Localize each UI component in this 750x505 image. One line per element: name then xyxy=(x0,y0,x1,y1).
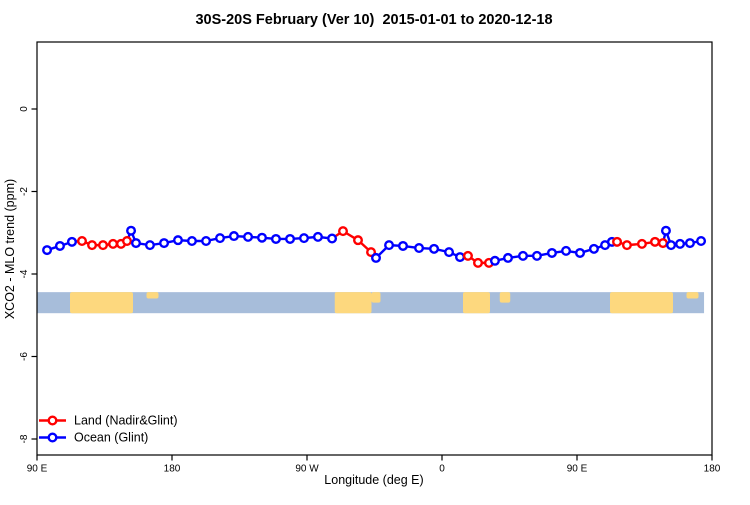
land-data-point xyxy=(636,238,647,249)
ocean-data-point xyxy=(54,240,65,251)
ocean-data-point xyxy=(126,225,137,236)
map-land-south-america xyxy=(334,292,372,314)
ocean-data-point xyxy=(327,233,338,244)
ocean-data-point xyxy=(489,255,500,266)
ocean-data-point xyxy=(546,247,557,258)
x-tick-label: 180 xyxy=(704,464,721,475)
ocean-data-point xyxy=(159,238,170,249)
ocean-data-point xyxy=(299,233,310,244)
ocean-data-point xyxy=(384,240,395,251)
legend-marker xyxy=(47,415,58,426)
ocean-data-point xyxy=(675,238,686,249)
x-axis: 90 E 180 90 W 0 90 E 180 xyxy=(27,455,721,475)
ocean-data-point xyxy=(444,247,455,258)
y-tick-label: -4 xyxy=(19,269,30,278)
ocean-data-point xyxy=(455,252,466,263)
y-axis-label: XCO2 - MLO trend (ppm) xyxy=(3,179,17,319)
ocean-data-point xyxy=(312,231,323,242)
x-tick-label: 0 xyxy=(439,464,445,475)
land-data-point xyxy=(76,235,87,246)
land-data-point xyxy=(353,235,364,246)
ocean-data-point xyxy=(518,250,529,261)
ocean-data-point xyxy=(371,252,382,263)
plot-box xyxy=(36,41,713,456)
ocean-data-point xyxy=(172,235,183,246)
land-data-point xyxy=(338,226,349,237)
ocean-data-point xyxy=(684,238,695,249)
ocean-data-point xyxy=(398,240,409,251)
land-data-point xyxy=(97,240,108,251)
x-tick-label: 90 W xyxy=(295,464,319,475)
y-tick-label: -2 xyxy=(19,187,30,196)
ocean-data-point xyxy=(531,250,542,261)
y-tick-label: 0 xyxy=(19,106,30,112)
y-axis: 0 -2 -4 -6 -8 xyxy=(19,106,37,443)
ocean-data-point xyxy=(414,243,425,254)
chart-title: 30S-20S February (Ver 10) 2015-01-01 to … xyxy=(195,12,552,28)
map-land-southern-africa xyxy=(463,292,490,314)
map-land-melanesia xyxy=(146,292,159,299)
map-land-melanesia-2 xyxy=(686,292,699,299)
land-data-point xyxy=(473,257,484,268)
ocean-data-point xyxy=(228,231,239,242)
y-tick-label: -6 xyxy=(19,352,30,361)
map-land-madagascar xyxy=(499,292,511,303)
ocean-data-point xyxy=(243,231,254,242)
ocean-data-point xyxy=(561,245,572,256)
land-data-point xyxy=(87,240,98,251)
ocean-data-point xyxy=(270,233,281,244)
ocean-data-point xyxy=(144,240,155,251)
ocean-data-point xyxy=(696,235,707,246)
ocean-data-point xyxy=(130,238,141,249)
x-axis-label: Longitude (deg E) xyxy=(324,473,423,487)
ocean-data-point xyxy=(503,252,514,263)
ocean-data-point xyxy=(257,232,268,243)
series-points xyxy=(42,225,707,268)
land-data-point xyxy=(462,250,473,261)
ocean-data-point xyxy=(575,247,586,258)
legend-marker xyxy=(47,432,58,443)
y-tick-label: -8 xyxy=(19,434,30,443)
ocean-data-point xyxy=(186,235,197,246)
x-tick-label: 90 E xyxy=(27,464,48,475)
ocean-data-point xyxy=(201,235,212,246)
land-data-point xyxy=(650,236,661,247)
legend: Land (Nadir&Glint) Ocean (Glint) xyxy=(39,414,178,445)
land-data-point xyxy=(621,240,632,251)
ocean-data-point xyxy=(42,245,53,256)
ocean-data-point xyxy=(588,243,599,254)
map-strip xyxy=(37,292,705,314)
legend-label-land: Land (Nadir&Glint) xyxy=(74,414,178,428)
land-data-point xyxy=(121,235,132,246)
land-data-point xyxy=(657,238,668,249)
map-land-australia xyxy=(70,292,133,314)
ocean-data-point xyxy=(285,233,296,244)
legend-label-ocean: Ocean (Glint) xyxy=(74,431,148,445)
ocean-data-point xyxy=(666,240,677,251)
x-tick-label: 180 xyxy=(164,464,181,475)
map-land-australia-2 xyxy=(610,292,673,314)
ocean-data-point xyxy=(429,243,440,254)
land-data-point xyxy=(612,236,623,247)
map-land-south-america-east xyxy=(371,292,381,303)
land-data-point xyxy=(108,238,119,249)
ocean-data-point xyxy=(214,233,225,244)
x-tick-label: 90 E xyxy=(567,464,588,475)
ocean-data-point xyxy=(660,225,671,236)
ocean-data-point xyxy=(66,236,77,247)
